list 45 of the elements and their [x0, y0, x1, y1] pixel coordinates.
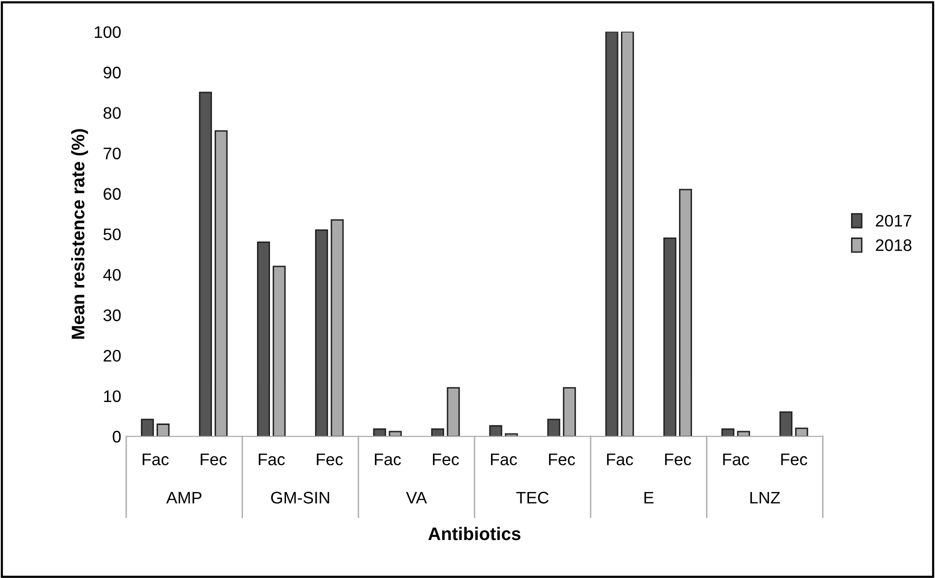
bar	[315, 229, 328, 436]
y-tick-label: 90	[104, 66, 121, 78]
text: VA	[406, 492, 427, 504]
x-tick-label: Fec	[316, 454, 343, 466]
bar	[605, 32, 618, 436]
x-tick-label: Fac	[258, 454, 285, 466]
bar	[431, 428, 444, 436]
x-tick-label: Fec	[200, 454, 227, 466]
y-tick-label: 80	[104, 107, 121, 119]
bar	[779, 411, 792, 436]
x-tick-label: Fec	[432, 454, 459, 466]
y-tick-label: 0	[112, 430, 121, 443]
legend-label: 2017	[876, 214, 912, 227]
x-tick-label: Fac	[607, 454, 634, 466]
y-axis-title: Mean resistence rate (%)	[71, 129, 88, 339]
x-axis-title: Antibiotics	[428, 526, 520, 540]
text: TEC	[516, 492, 549, 504]
bar	[140, 418, 154, 436]
x-tick-label: Fec	[549, 454, 576, 466]
x-tick-label: Fac	[374, 454, 401, 466]
x-tick-label: Fac	[491, 454, 517, 466]
x-tick-label: Fac	[723, 454, 750, 466]
bar	[547, 418, 560, 436]
bar	[373, 428, 386, 436]
text: AMP	[166, 492, 202, 504]
x-tick-label: Fec	[665, 454, 692, 466]
y-tick-label: 60	[104, 188, 121, 200]
bar	[198, 92, 212, 436]
text: GM-SIN	[271, 492, 330, 504]
x-tick-label: Fec	[781, 454, 808, 466]
y-tick-label: 20	[104, 350, 121, 362]
y-tick-label: 100	[94, 26, 121, 38]
legend-label: 2018	[876, 239, 912, 252]
y-tick-label: 40	[103, 268, 121, 281]
y-tick-label: 10	[104, 390, 121, 402]
x-tick-label: Fac	[142, 454, 169, 466]
y-tick-label: 70	[104, 148, 121, 160]
y-tick-label: 30	[103, 309, 121, 322]
bar	[257, 241, 270, 436]
y-tick-label: 50	[103, 228, 121, 240]
bar	[663, 237, 676, 436]
text: LNZ	[750, 492, 780, 504]
bar	[489, 425, 502, 436]
bar	[721, 428, 734, 436]
text: E	[644, 492, 654, 504]
